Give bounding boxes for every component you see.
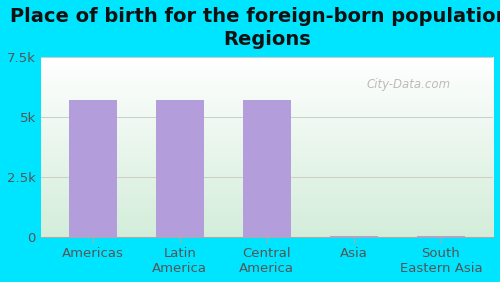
Bar — [156, 100, 204, 237]
Title: Place of birth for the foreign-born population -
Regions: Place of birth for the foreign-born popu… — [10, 7, 500, 49]
Bar — [243, 100, 291, 237]
Text: City-Data.com: City-Data.com — [366, 78, 450, 91]
Bar — [69, 100, 117, 237]
Bar — [417, 236, 465, 237]
Bar — [330, 236, 378, 237]
